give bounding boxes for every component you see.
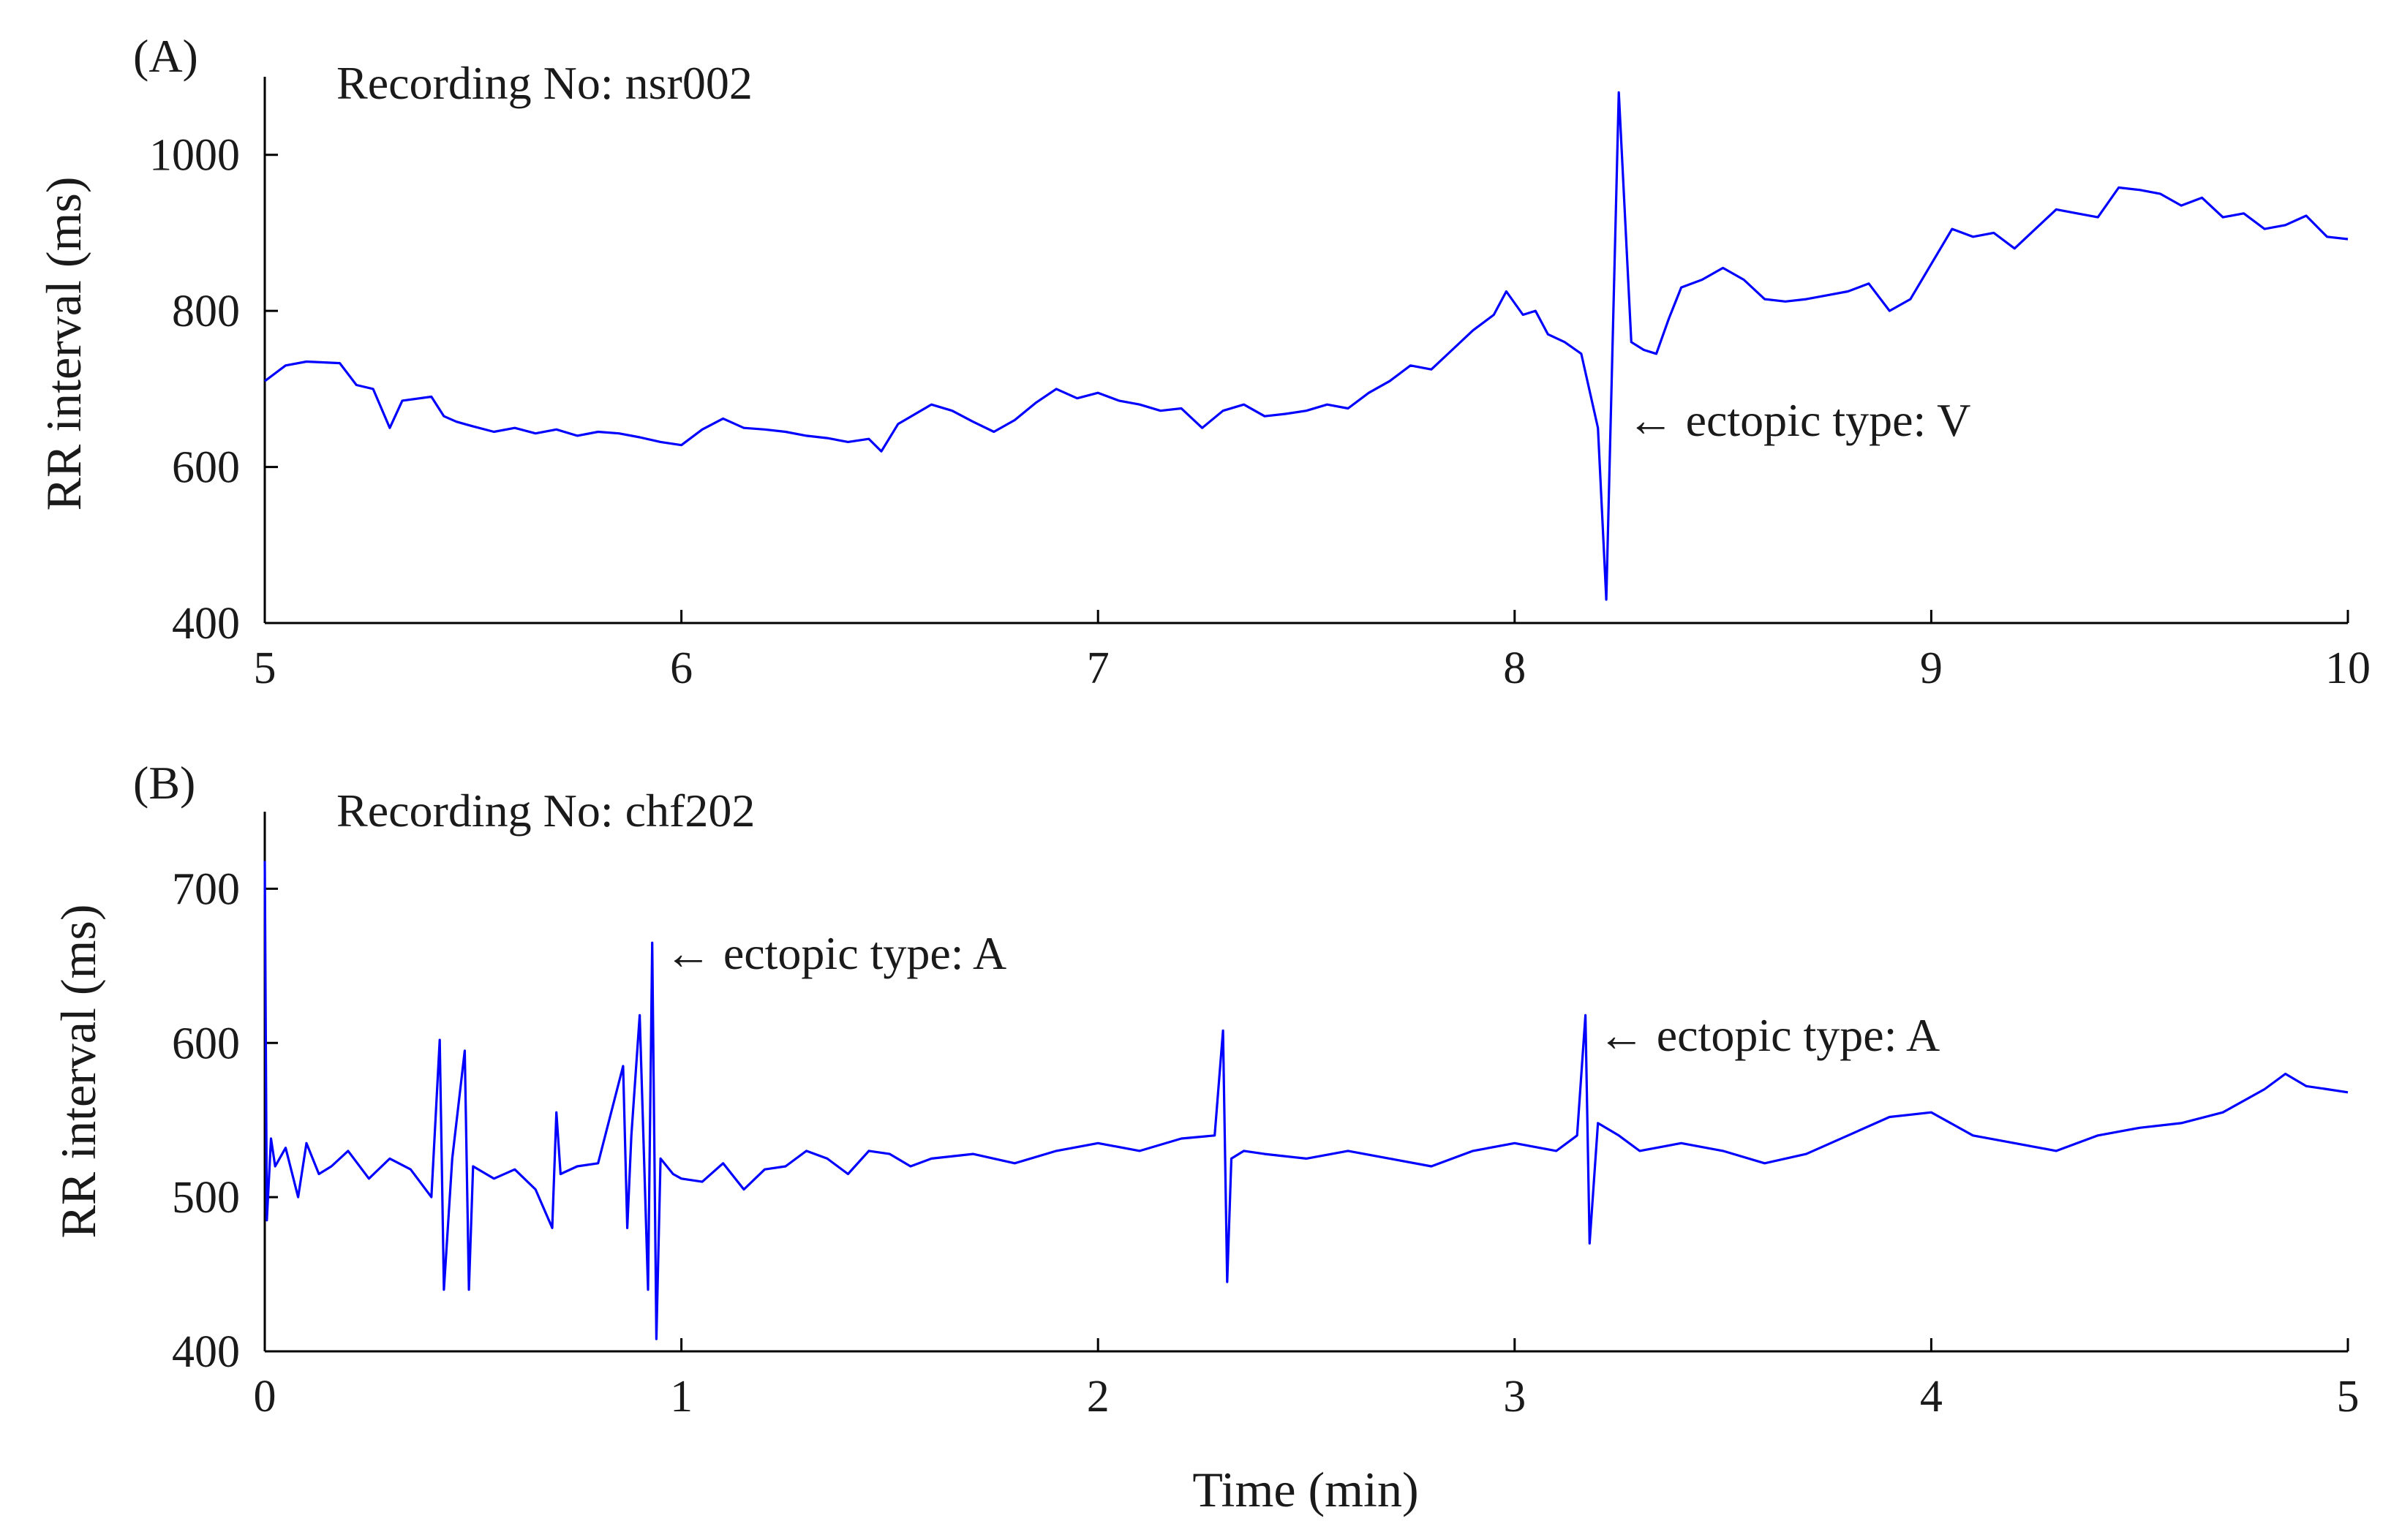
panel-a-letter: (A) xyxy=(133,30,198,82)
panel-b-y-tick-label: 500 xyxy=(172,1173,240,1223)
panel-a-x-tick-label: 10 xyxy=(2325,643,2371,693)
panel-b-y-tick-label: 400 xyxy=(172,1327,240,1377)
panel-a-y-tick-label: 600 xyxy=(172,443,240,493)
panel-b-x-tick-label: 0 xyxy=(254,1372,276,1422)
panel-a: (A) Recording No: nsr002 RR interval (ms… xyxy=(36,30,2371,693)
panel-a-y-axis-label: RR interval (ms) xyxy=(36,176,91,510)
x-axis-label: Time (min) xyxy=(1192,1462,1418,1517)
panel-a-annotations: ← ectopic type: V xyxy=(1627,394,1971,446)
panel-b-x-tick-label: 1 xyxy=(670,1372,693,1422)
panel-a-x-tick-label: 7 xyxy=(1087,643,1110,693)
panel-b-x-tick-label: 2 xyxy=(1087,1372,1110,1422)
panel-a-axes: 5 6 7 8 9 10 400 600 800 1000 xyxy=(149,77,2371,693)
panel-b-annotation: ← ectopic type: A xyxy=(1598,1009,1940,1061)
panel-b-y-tick-label: 700 xyxy=(172,864,240,914)
panel-a-y-tick-label: 800 xyxy=(172,287,240,336)
panel-b-x-tick-label: 3 xyxy=(1503,1372,1526,1422)
panel-b: (B) Recording No: chf202 RR interval (ms… xyxy=(50,757,2360,1422)
panel-b-x-tick-label: 5 xyxy=(2337,1372,2360,1422)
panel-b-recording-label: Recording No: chf202 xyxy=(336,785,755,837)
panel-b-series-line xyxy=(263,861,2349,1340)
panel-b-letter: (B) xyxy=(133,757,195,809)
panel-a-y-tick-label: 400 xyxy=(172,599,240,649)
panel-a-recording-label: Recording No: nsr002 xyxy=(336,57,753,109)
panel-b-y-axis-label: RR interval (ms) xyxy=(50,904,106,1238)
panel-a-x-tick-label: 8 xyxy=(1503,643,1526,693)
panel-a-y-tick-label: 1000 xyxy=(149,131,240,181)
panel-b-annotations: ← ectopic type: A ← ectopic type: A xyxy=(665,927,1940,1061)
panel-b-annotation: ← ectopic type: A xyxy=(665,927,1006,979)
panel-b-axes: 0 1 2 3 4 5 400 500 600 700 xyxy=(172,812,2360,1422)
panel-a-x-tick-label: 5 xyxy=(254,643,276,693)
panel-a-annotation: ← ectopic type: V xyxy=(1627,394,1971,446)
panel-b-x-tick-label: 4 xyxy=(1920,1372,1943,1422)
panel-a-x-tick-label: 9 xyxy=(1920,643,1943,693)
panel-a-x-tick-label: 6 xyxy=(670,643,693,693)
panel-a-series-line xyxy=(264,91,2349,601)
panel-b-y-tick-label: 600 xyxy=(172,1019,240,1068)
